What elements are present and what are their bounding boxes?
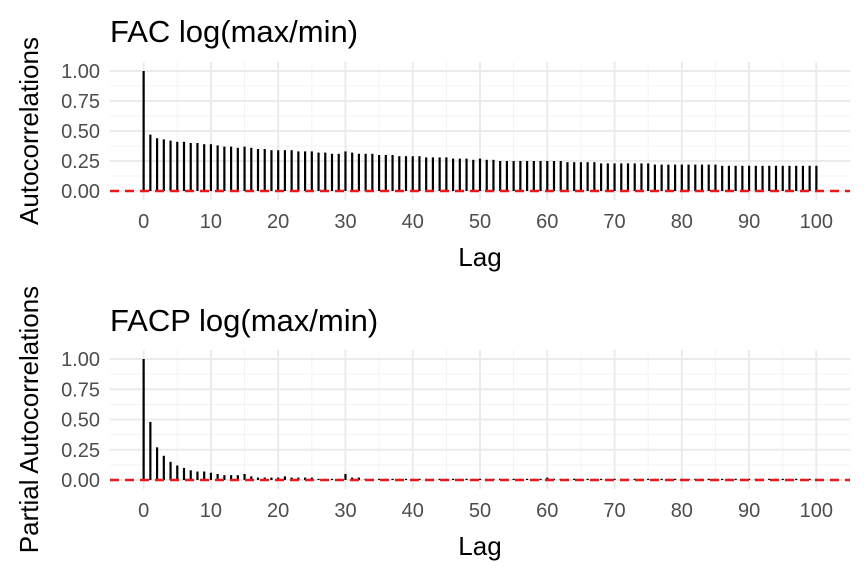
acf-x-tick-label: 80 — [671, 211, 693, 233]
pacf-title: FACP log(max/min) — [110, 303, 378, 338]
acf-x-tick-label: 70 — [603, 211, 625, 233]
acf-x-tick-label: 40 — [402, 211, 424, 233]
pacf-x-tick-label: 30 — [334, 500, 356, 522]
acf-x-tick-label: 60 — [536, 211, 558, 233]
acf-x-tick-label: 50 — [469, 211, 491, 233]
acf-x-tick-label: 0 — [138, 211, 149, 233]
pacf-y-tick-label: 0.50 — [61, 410, 100, 432]
acf-title: FAC log(max/min) — [110, 14, 358, 49]
acf-x-tick-label: 90 — [738, 211, 760, 233]
pacf-x-tick-label: 70 — [603, 500, 625, 522]
acf-x-tick-labels: 0 10 20 30 40 50 60 70 80 90 100 — [138, 211, 833, 233]
acf-x-tick-label: 10 — [200, 211, 222, 233]
pacf-x-tick-label: 20 — [267, 500, 289, 522]
pacf-x-tick-label: 50 — [469, 500, 491, 522]
pacf-x-axis-title: Lag — [458, 531, 501, 561]
acf-y-tick-label: 0.75 — [61, 91, 100, 113]
pacf-y-tick-label: 0.75 — [61, 379, 100, 401]
pacf-grid — [110, 350, 850, 489]
pacf-y-tick-label: 1.00 — [61, 349, 100, 371]
pacf-y-tick-label: 0.00 — [61, 470, 100, 492]
pacf-panel: FACP log(max/min) 0.00 0.25 0.50 0.75 1.00 0… — [14, 286, 850, 561]
pacf-x-tick-label: 10 — [200, 500, 222, 522]
acf-x-tick-label: 30 — [334, 211, 356, 233]
acf-y-tick-label: 0.00 — [61, 181, 100, 203]
pacf-x-tick-label: 90 — [738, 500, 760, 522]
acf-y-tick-label: 1.00 — [61, 61, 100, 83]
acf-y-tick-label: 0.50 — [61, 121, 100, 143]
acf-y-tick-label: 0.25 — [61, 151, 100, 173]
pacf-y-tick-labels: 0.00 0.25 0.50 0.75 1.00 — [61, 349, 100, 492]
pacf-x-tick-labels: 0 10 20 30 40 50 60 70 80 90 100 — [138, 500, 833, 522]
pacf-x-tick-label: 40 — [402, 500, 424, 522]
acf-panel: FAC log(max/min) 0.00 0.25 0.50 0.75 1.00 0 1… — [14, 14, 850, 272]
acf-y-axis-title: Autocorrelations — [14, 37, 44, 225]
acf-x-tick-label: 100 — [800, 211, 833, 233]
acf-x-tick-label: 20 — [267, 211, 289, 233]
pacf-x-tick-label: 100 — [800, 500, 833, 522]
acf-x-axis-title: Lag — [458, 242, 501, 272]
pacf-x-tick-label: 80 — [671, 500, 693, 522]
acf-y-tick-labels: 0.00 0.25 0.50 0.75 1.00 — [61, 61, 100, 203]
pacf-y-tick-label: 0.25 — [61, 440, 100, 462]
pacf-y-axis-title: Partial Autocorrelations — [14, 286, 44, 553]
acf-spikes — [142, 71, 818, 191]
pacf-x-tick-label: 0 — [138, 500, 149, 522]
pacf-x-tick-label: 60 — [536, 500, 558, 522]
